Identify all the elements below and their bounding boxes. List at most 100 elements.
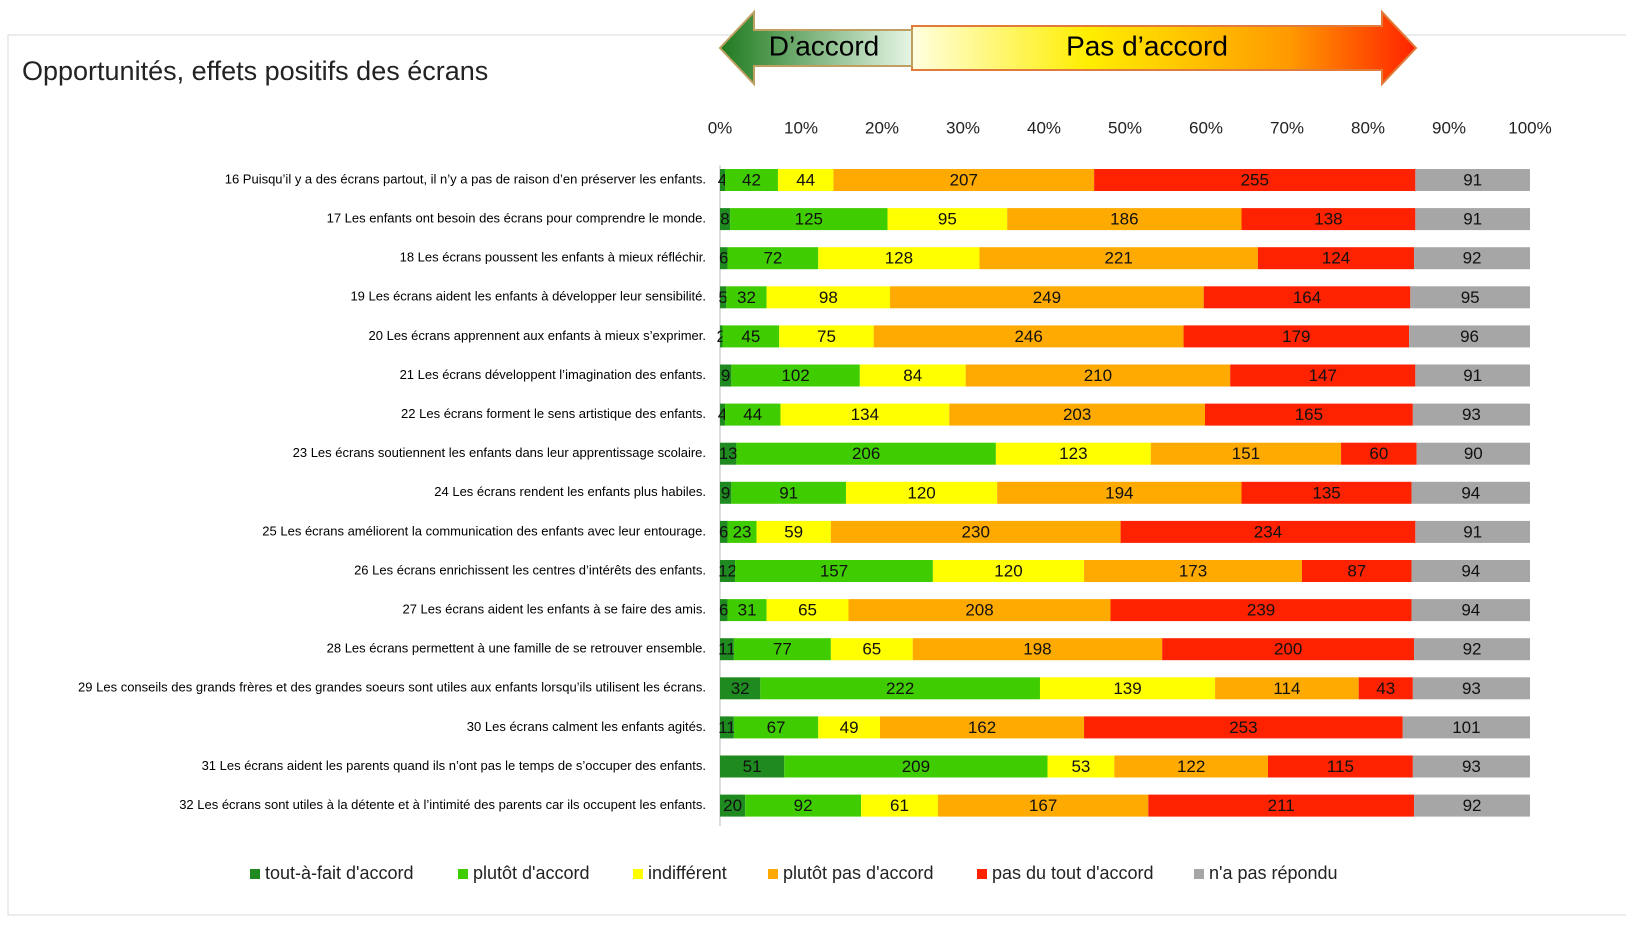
bar-segment [1230, 364, 1416, 387]
bar-segment [726, 286, 767, 309]
data-label: 138 [1314, 210, 1342, 229]
bar-segment [887, 208, 1008, 231]
bar-segment [1183, 325, 1410, 348]
bar-segment [890, 286, 1204, 309]
bar-segment [1039, 677, 1216, 700]
bar-segment [1047, 755, 1115, 778]
bar-segment [735, 560, 933, 582]
bar-segment [818, 247, 980, 270]
data-label: 93 [1462, 679, 1481, 698]
data-label: 95 [938, 210, 957, 229]
data-label: 122 [1177, 757, 1205, 776]
data-label: 135 [1312, 483, 1340, 502]
data-label: 194 [1105, 483, 1133, 502]
category-label: 29 Les conseils des grands frères et des… [78, 680, 706, 695]
bar-segment [979, 247, 1258, 270]
data-label: 246 [1014, 327, 1042, 346]
bar-segment [1415, 520, 1530, 543]
data-label: 139 [1113, 679, 1141, 698]
data-label: 157 [820, 561, 848, 580]
data-label: 31 [738, 601, 757, 620]
bar-segment [1094, 169, 1416, 191]
legend-label: indifférent [648, 863, 727, 883]
data-label: 151 [1232, 444, 1260, 463]
data-label: 9 [721, 483, 730, 502]
bar-segment [1414, 247, 1530, 270]
frame [7, 34, 1626, 916]
data-label: 167 [1029, 796, 1057, 815]
data-label: 6 [719, 522, 728, 541]
bar-segment [1411, 599, 1530, 622]
data-label: 101 [1452, 718, 1480, 737]
legend-swatch [633, 869, 643, 879]
category-label: 25 Les écrans améliorent la communicatio… [262, 523, 706, 538]
data-label: 53 [1071, 757, 1090, 776]
data-label: 94 [1461, 483, 1480, 502]
legend-swatch [768, 869, 778, 879]
bar-segment [879, 716, 1085, 739]
data-label: 4 [718, 405, 727, 424]
x-tick-label: 0% [708, 118, 733, 137]
data-label: 9 [721, 366, 730, 385]
bar-segment [1007, 208, 1242, 231]
bar-segment [722, 325, 780, 348]
category-label: 18 Les écrans poussent les enfants à mie… [400, 250, 706, 265]
data-label: 23 [733, 522, 752, 541]
bar-segment [784, 755, 1048, 778]
bar-segment [730, 208, 888, 231]
data-label: 49 [840, 718, 859, 737]
data-label: 8 [720, 210, 729, 229]
bar-segment [720, 208, 731, 231]
legend-label: tout-à-fait d'accord [265, 863, 414, 883]
data-label: 59 [784, 522, 803, 541]
bar-segment [766, 599, 849, 622]
bar-segment [720, 286, 727, 309]
data-label: 75 [817, 327, 836, 346]
data-label: 165 [1295, 405, 1323, 424]
data-label: 249 [1033, 288, 1061, 307]
bar-segment [720, 364, 732, 387]
bar-segment [932, 560, 1085, 582]
bar-segment [731, 364, 860, 387]
data-label: 179 [1282, 327, 1310, 346]
data-label: 65 [862, 640, 881, 659]
bar-segment [1416, 442, 1530, 465]
bar-segment [859, 364, 966, 387]
bar-segment [727, 520, 757, 543]
data-label: 92 [1463, 249, 1482, 268]
data-label: 92 [1463, 796, 1482, 815]
legend-swatch [250, 869, 260, 879]
data-label: 43 [1376, 679, 1395, 698]
data-label: 13 [719, 444, 738, 463]
data-label: 42 [742, 170, 761, 189]
bar-segment [725, 169, 778, 191]
data-label: 94 [1461, 601, 1480, 620]
bar-segment [720, 403, 726, 426]
x-tick-label: 30% [946, 118, 980, 137]
data-label: 93 [1462, 405, 1481, 424]
data-label: 91 [1463, 522, 1482, 541]
data-label: 128 [885, 249, 913, 268]
bar-segment [720, 442, 737, 465]
data-label: 67 [767, 718, 786, 737]
bar-segment [1410, 286, 1530, 309]
data-label: 255 [1241, 170, 1269, 189]
bar-segment [861, 794, 938, 817]
bar-segment [1415, 364, 1530, 387]
bar-segment [1415, 169, 1530, 191]
data-label: 77 [773, 640, 792, 659]
x-tick-label: 40% [1027, 118, 1061, 137]
data-label: 203 [1063, 405, 1091, 424]
bar-segment [1110, 599, 1412, 622]
bar-segment [1411, 481, 1530, 504]
data-label: 11 [718, 640, 736, 659]
data-label: 91 [1463, 366, 1482, 385]
x-tick-label: 100% [1508, 118, 1551, 137]
legend-label: n'a pas répondu [1209, 863, 1338, 883]
data-label: 102 [781, 366, 809, 385]
bar-segment [937, 794, 1149, 817]
bar-segment [1084, 560, 1302, 582]
data-label: 4 [718, 170, 727, 189]
data-label: 44 [796, 170, 815, 189]
data-label: 93 [1462, 757, 1481, 776]
